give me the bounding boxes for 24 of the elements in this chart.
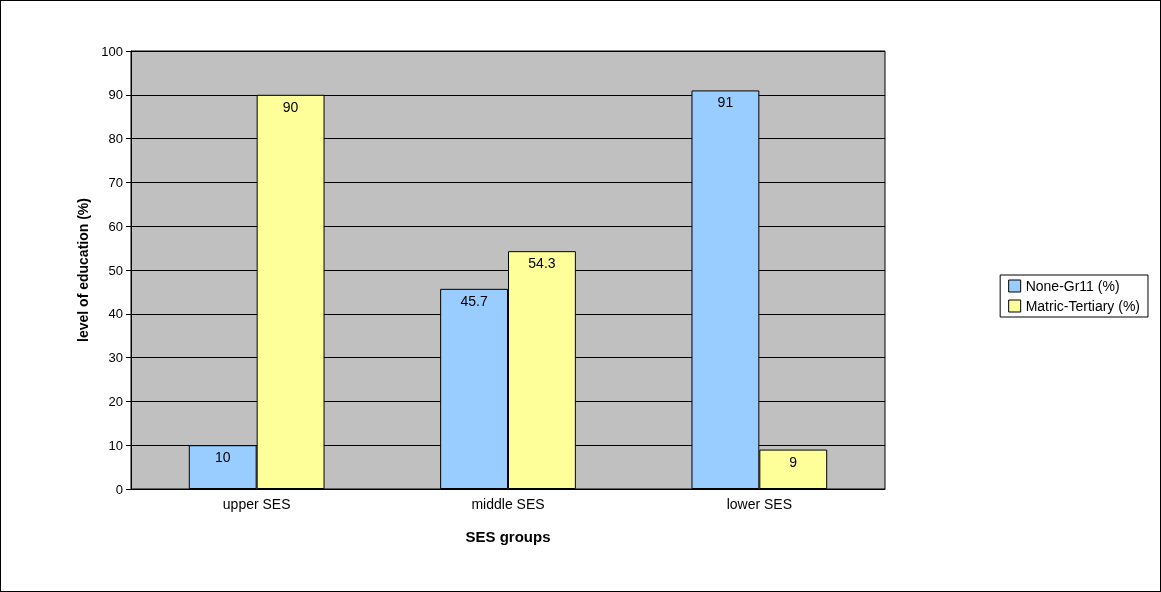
x-tick-label: middle SES <box>471 496 545 512</box>
y-tick-label: 50 <box>108 262 123 278</box>
data-label: 54.3 <box>528 255 556 272</box>
y-axis-title: level of education (%) <box>75 198 92 342</box>
legend-label: Matric-Tertiary (%) <box>1025 298 1141 314</box>
data-label: 9 <box>789 453 798 470</box>
y-tick-label: 10 <box>108 437 123 453</box>
y-tick-label: 90 <box>108 87 123 103</box>
y-tick-label: 20 <box>108 393 123 409</box>
data-label: 45.7 <box>460 292 488 309</box>
y-tick-label: 60 <box>108 218 123 234</box>
data-label: 10 <box>214 449 231 466</box>
y-tick-label: 30 <box>108 350 123 366</box>
y-tick-label: 80 <box>108 131 123 147</box>
x-tick-label: upper SES <box>222 496 291 512</box>
data-label: 91 <box>717 94 734 111</box>
x-tick-label: lower SES <box>726 496 793 512</box>
y-tick-label: 0 <box>115 481 123 497</box>
data-label: 90 <box>282 98 299 115</box>
y-tick-label: 100 <box>101 43 123 59</box>
y-tick-label: 40 <box>108 306 123 322</box>
legend-label: None-Gr11 (%) <box>1025 278 1120 294</box>
x-axis-title: SES groups <box>465 528 551 545</box>
y-tick-label: 70 <box>108 174 123 190</box>
